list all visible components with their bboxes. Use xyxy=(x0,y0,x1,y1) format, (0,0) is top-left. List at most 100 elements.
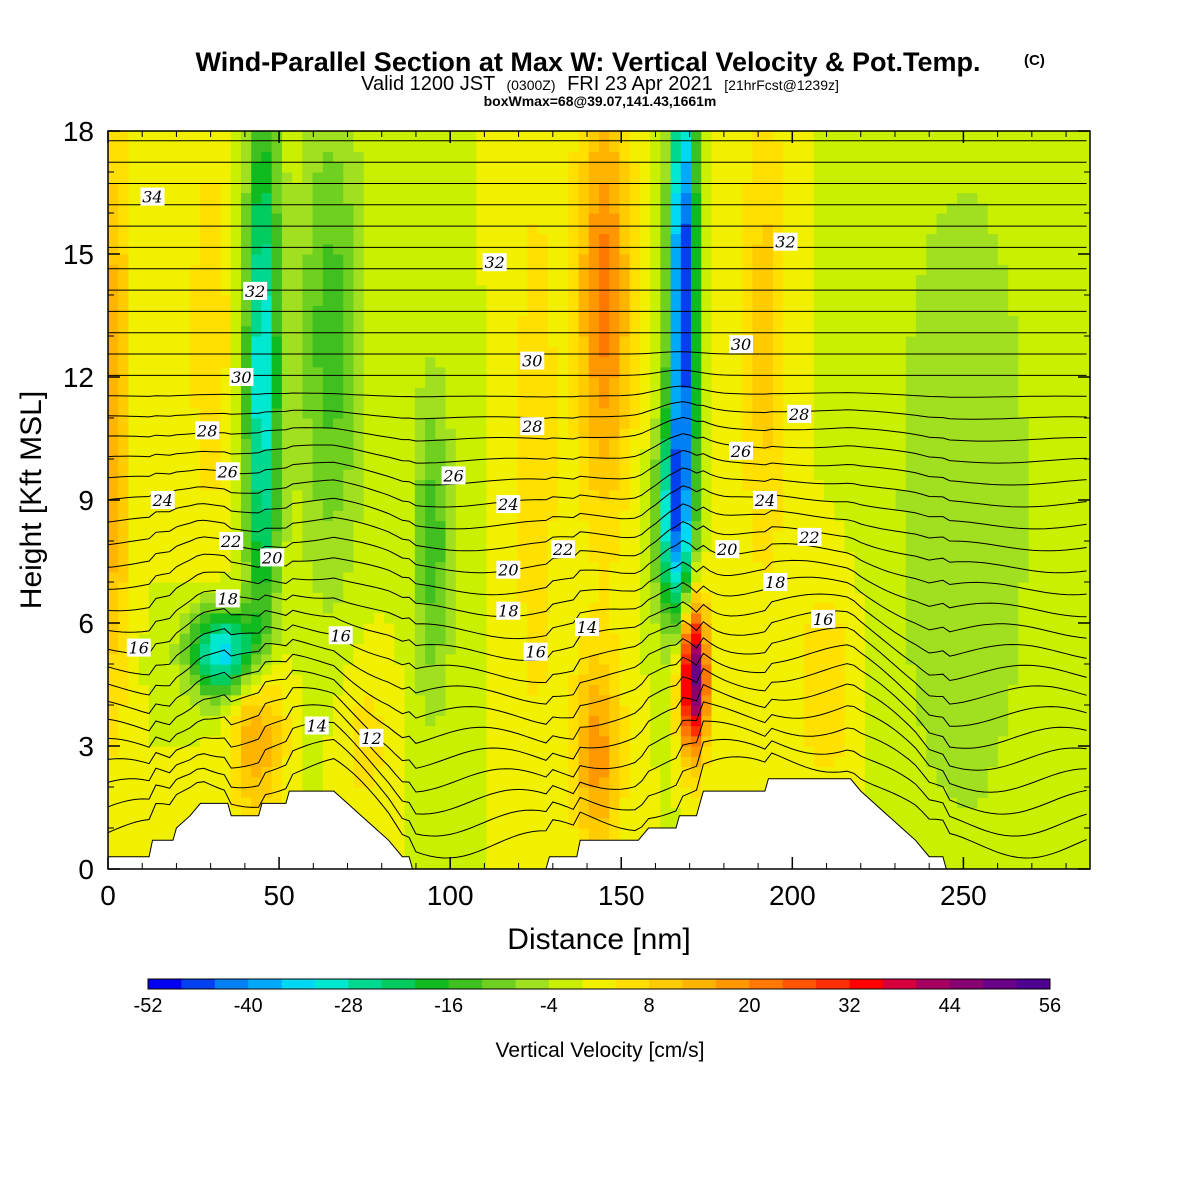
velocity-cell xyxy=(353,397,365,409)
velocity-cell xyxy=(599,479,610,491)
velocity-cell xyxy=(803,366,815,378)
velocity-cell xyxy=(476,366,488,378)
velocity-cell xyxy=(179,397,191,409)
velocity-cell xyxy=(148,202,160,214)
velocity-cell xyxy=(292,633,303,645)
velocity-cell xyxy=(394,612,406,624)
velocity-cell xyxy=(189,684,201,696)
velocity-cell xyxy=(210,397,222,409)
velocity-cell xyxy=(343,243,355,255)
velocity-cell xyxy=(476,151,488,163)
velocity-cell xyxy=(148,592,160,604)
velocity-cell xyxy=(752,182,764,194)
velocity-cell xyxy=(619,366,631,378)
velocity-cell xyxy=(527,336,539,347)
velocity-cell xyxy=(466,428,477,440)
velocity-cell xyxy=(568,746,580,757)
velocity-cell xyxy=(537,223,549,235)
velocity-cell xyxy=(496,233,508,245)
velocity-cell xyxy=(343,213,355,224)
velocity-cell xyxy=(588,766,600,778)
velocity-cell xyxy=(721,315,733,327)
velocity-cell xyxy=(108,828,119,839)
velocity-cell xyxy=(639,202,651,214)
velocity-cell xyxy=(281,653,293,665)
velocity-cell xyxy=(783,315,794,327)
velocity-cell xyxy=(527,530,539,542)
velocity-cell xyxy=(118,602,130,614)
velocity-cell xyxy=(118,612,130,624)
velocity-cell xyxy=(742,295,754,306)
velocity-cell xyxy=(578,213,590,224)
velocity-cell xyxy=(363,541,375,552)
velocity-cell xyxy=(455,684,467,696)
velocity-cell xyxy=(179,561,191,573)
velocity-cell xyxy=(435,817,447,829)
velocity-cell xyxy=(793,643,805,655)
velocity-cell xyxy=(200,602,211,614)
velocity-cell xyxy=(742,684,754,696)
velocity-cell xyxy=(721,223,733,235)
velocity-cell xyxy=(271,161,283,173)
velocity-cell xyxy=(506,530,518,542)
velocity-cell xyxy=(803,561,815,573)
velocity-cell xyxy=(414,653,426,665)
velocity-cell xyxy=(343,746,355,757)
velocity-cell xyxy=(435,776,447,788)
velocity-cell xyxy=(506,131,518,142)
velocity-cell xyxy=(425,459,436,470)
velocity-cell xyxy=(159,418,170,429)
velocity-cell xyxy=(251,202,263,214)
velocity-cell xyxy=(373,664,385,675)
velocity-cell xyxy=(220,336,232,347)
velocity-cell xyxy=(169,407,181,419)
velocity-cell xyxy=(660,161,672,173)
velocity-cell xyxy=(292,592,303,604)
velocity-cell xyxy=(230,161,242,173)
velocity-cell xyxy=(558,305,569,317)
velocity-cell xyxy=(435,377,447,388)
velocity-cell xyxy=(711,161,723,173)
velocity-cell xyxy=(384,254,396,265)
velocity-cell xyxy=(169,192,181,204)
velocity-cell xyxy=(333,305,344,317)
velocity-cell xyxy=(210,664,222,675)
velocity-cell xyxy=(353,715,365,727)
velocity-cell xyxy=(384,602,396,614)
velocity-cell xyxy=(312,418,324,429)
velocity-cell xyxy=(251,192,263,204)
velocity-cell xyxy=(363,202,375,214)
velocity-cell xyxy=(445,725,457,737)
velocity-cell xyxy=(414,571,426,583)
velocity-cell xyxy=(322,192,334,204)
velocity-cell xyxy=(271,715,283,727)
velocity-cell xyxy=(240,479,252,491)
velocity-cell xyxy=(414,305,426,317)
velocity-cell xyxy=(629,141,641,153)
velocity-cell xyxy=(373,295,385,306)
velocity-cell xyxy=(496,684,508,696)
velocity-cell xyxy=(230,797,242,809)
velocity-cell xyxy=(210,438,222,450)
velocity-cell xyxy=(343,694,355,706)
velocity-cell xyxy=(578,582,590,593)
velocity-cell xyxy=(527,305,539,317)
velocity-cell xyxy=(302,746,314,757)
velocity-cell xyxy=(517,151,528,163)
velocity-cell xyxy=(731,315,743,327)
velocity-cell xyxy=(701,664,713,675)
velocity-cell xyxy=(783,623,794,634)
velocity-cell xyxy=(496,213,508,224)
velocity-cell xyxy=(363,561,375,573)
velocity-cell xyxy=(793,151,805,163)
velocity-cell xyxy=(486,387,498,399)
velocity-cell xyxy=(547,315,559,327)
velocity-cell xyxy=(691,377,702,388)
velocity-cell xyxy=(292,213,303,224)
velocity-cell xyxy=(691,746,702,757)
velocity-cell xyxy=(721,500,733,511)
velocity-cell xyxy=(281,500,293,511)
velocity-cell xyxy=(363,705,375,716)
velocity-cell xyxy=(506,387,518,399)
velocity-cell xyxy=(701,705,713,716)
